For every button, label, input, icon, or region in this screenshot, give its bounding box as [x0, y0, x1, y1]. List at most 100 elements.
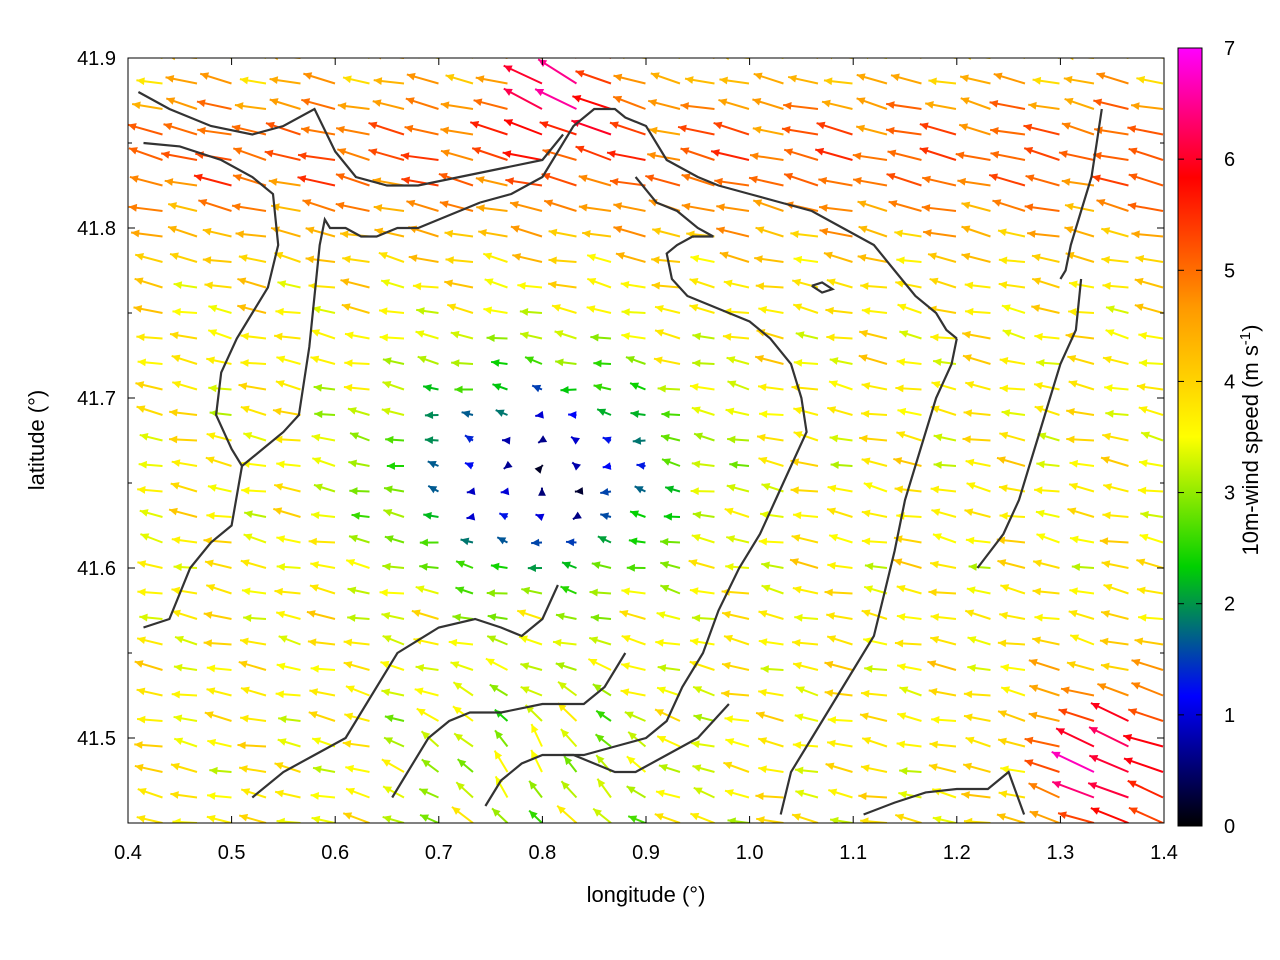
wind-vector-head — [792, 813, 801, 821]
wind-vector-head — [169, 507, 178, 516]
wind-vector-head — [992, 199, 1002, 207]
wind-vector-head — [1100, 662, 1110, 671]
wind-vector-head — [384, 714, 394, 723]
wind-vector-head — [565, 538, 575, 547]
wind-vector-head — [172, 380, 182, 389]
wind-vector-head — [564, 756, 573, 766]
wind-vector-head — [278, 715, 287, 724]
wind-vector-head — [998, 737, 1007, 746]
wind-vector-head — [1061, 122, 1071, 130]
wind-vector-head — [571, 436, 580, 445]
wind-vector-head — [661, 410, 670, 419]
wind-vector-head — [724, 507, 734, 516]
wind-vector-head — [930, 635, 940, 644]
wind-vector-head — [632, 436, 642, 445]
wind-vector-head — [1134, 637, 1144, 646]
wind-vector-head — [898, 790, 908, 799]
wind-vector-head — [596, 710, 606, 719]
wind-vector-head — [963, 817, 973, 823]
wind-vector-head — [106, 330, 115, 337]
wind-vector-head — [461, 410, 471, 418]
wind-vector-head — [470, 121, 480, 129]
wind-vector-head — [538, 487, 546, 496]
wind-vector-head — [1034, 613, 1043, 622]
wind-vector-head — [727, 817, 737, 823]
wind-vector-head — [555, 662, 565, 670]
wind-vector-head — [960, 74, 969, 83]
wind-vector-head — [520, 662, 530, 670]
wind-vector-head — [457, 759, 467, 768]
wind-vector-head — [381, 279, 390, 287]
wind-vector-head — [821, 99, 831, 108]
wind-vector-head — [342, 740, 352, 748]
wind-vector-head — [529, 780, 538, 790]
wind-vector-head — [438, 172, 448, 181]
wind-vector-head — [93, 127, 102, 135]
wind-vector-head — [313, 483, 323, 492]
wind-vector-head — [310, 561, 319, 569]
wind-vector-head — [548, 256, 557, 265]
wind-vector-head — [999, 357, 1009, 365]
wind-vector-head — [1093, 98, 1103, 107]
wind-vector-head — [1069, 587, 1078, 596]
wind-vector-head — [760, 665, 769, 673]
wind-vector-head — [276, 563, 285, 571]
wind-vector-head — [1135, 254, 1145, 263]
colorbar-tick-label: 0 — [1224, 816, 1235, 838]
wind-vector-head — [305, 255, 315, 264]
wind-vector-head — [998, 790, 1008, 798]
wind-vector-head — [193, 173, 203, 182]
colorbar-tick-label: 2 — [1224, 594, 1235, 616]
wind-vector-head — [313, 765, 322, 774]
wind-vector-head — [964, 508, 974, 516]
wind-vector-head — [527, 564, 536, 572]
wind-vector-head — [381, 407, 391, 416]
wind-vector-head — [517, 281, 526, 290]
wind-vector-head — [595, 734, 605, 743]
wind-vector-head — [634, 486, 644, 494]
wind-vector-head — [651, 281, 661, 290]
wind-vector-head — [824, 588, 833, 597]
wind-vector-head — [1123, 757, 1133, 765]
wind-vector — [814, 58, 818, 59]
wind-vector-head — [1060, 686, 1070, 695]
wind-vector-head — [132, 101, 141, 110]
wind-vector-head — [864, 664, 873, 673]
wind-vector-head — [345, 685, 355, 693]
wind-vector-head — [568, 411, 577, 419]
wind-vector — [1055, 58, 1060, 59]
wind-vector-head — [825, 762, 835, 771]
wind-vector-head — [276, 817, 285, 823]
colorbar-tick-label: 7 — [1224, 38, 1235, 60]
wind-vector-head — [930, 485, 940, 494]
wind-vector-head — [139, 433, 149, 441]
wind-vector-head — [754, 255, 763, 263]
wind-vector-head — [202, 256, 212, 265]
wind-vector-head — [381, 612, 391, 620]
wind-vector-head — [932, 533, 942, 541]
wind-vector-head — [645, 174, 655, 182]
wind-vector-head — [964, 281, 974, 290]
wind-vector-head — [171, 536, 181, 545]
wind-vector-head — [335, 201, 345, 210]
x-tick-label: 1.4 — [1150, 842, 1178, 864]
wind-vector-head — [1058, 708, 1068, 716]
wind-vector-head — [860, 764, 870, 773]
wind-vector-head — [240, 49, 249, 57]
wind-vector-head — [959, 123, 969, 131]
wind-vector-head — [790, 486, 799, 495]
wind-vector-head — [239, 76, 249, 85]
wind-vector-head — [816, 121, 826, 130]
wind-vector-head — [172, 308, 181, 316]
colorbar-tick-label: 6 — [1224, 149, 1235, 171]
wind-vector-head — [963, 690, 973, 699]
wind-vector-head — [1101, 255, 1110, 264]
wind-vector-head — [1097, 683, 1107, 691]
wind-vector-head — [856, 97, 866, 105]
wind-vector-head — [419, 538, 428, 547]
wind-vector-head — [578, 203, 588, 212]
wind-vector-head — [1000, 584, 1010, 592]
wind-vector-head — [103, 485, 112, 493]
wind-vector-head — [1063, 75, 1073, 84]
wind-vector-head — [273, 58, 278, 61]
